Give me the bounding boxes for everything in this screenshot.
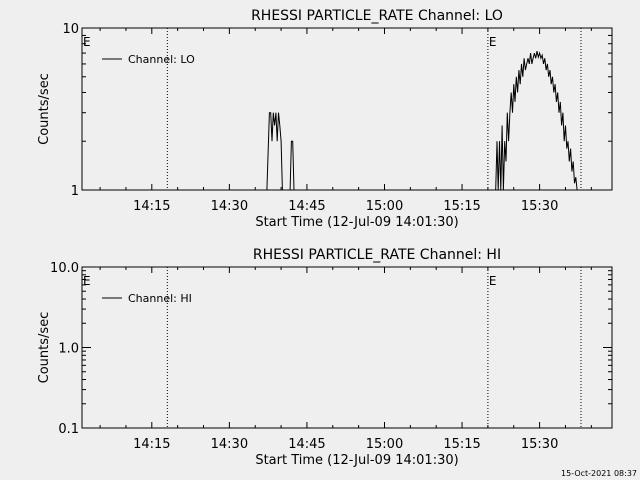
series-line	[289, 140, 295, 191]
x-tick-label: 15:15	[443, 437, 480, 452]
chart-title: RHESSI PARTICLE_RATE Channel: LO	[251, 8, 503, 24]
x-tick-label: 14:45	[288, 199, 325, 214]
x-tick-label: 15:00	[366, 199, 403, 214]
series-line	[266, 112, 283, 191]
plot-frame	[81, 27, 613, 191]
y-axis-label: Counts/sec	[37, 312, 52, 384]
series-line	[495, 50, 578, 191]
event-marker-label: E	[83, 35, 91, 49]
event-marker-label: E	[489, 35, 497, 49]
x-tick-label: 15:30	[521, 437, 558, 452]
footer-timestamp: 15-Oct-2021 08:37	[561, 469, 637, 478]
x-tick-label: 15:30	[521, 199, 558, 214]
x-tick-label: 14:15	[133, 437, 170, 452]
x-tick-label: 15:00	[366, 437, 403, 452]
y-tick-label: 10	[62, 22, 79, 37]
event-marker-label: E	[489, 274, 497, 288]
chart-title: RHESSI PARTICLE_RATE Channel: HI	[253, 247, 501, 263]
x-tick-label: 14:45	[288, 437, 325, 452]
y-tick-label: 10.0	[50, 261, 79, 276]
y-axis-label: Counts/sec	[37, 73, 52, 145]
x-axis-label: Start Time (12-Jul-09 14:01:30)	[255, 453, 458, 468]
y-tick-label: 1	[71, 184, 79, 199]
hi-channel-panel: RHESSI PARTICLE_RATE Channel: HI 14:15 14:…	[37, 247, 613, 468]
x-tick-label: 14:30	[211, 199, 248, 214]
x-tick-label: 14:15	[133, 199, 170, 214]
x-tick-label: 14:30	[211, 437, 248, 452]
y-tick-label: 1.0	[58, 342, 79, 357]
x-axis-label: Start Time (12-Jul-09 14:01:30)	[255, 215, 458, 230]
y-tick-label: 0.1	[58, 422, 79, 437]
lo-channel-panel: RHESSI PARTICLE_RATE Channel: LO 14:15 14:…	[37, 8, 613, 230]
legend-label: Channel: LO	[128, 53, 195, 66]
legend-label: Channel: HI	[128, 292, 192, 305]
x-tick-label: 15:15	[443, 199, 480, 214]
event-marker-label: E	[83, 274, 91, 288]
